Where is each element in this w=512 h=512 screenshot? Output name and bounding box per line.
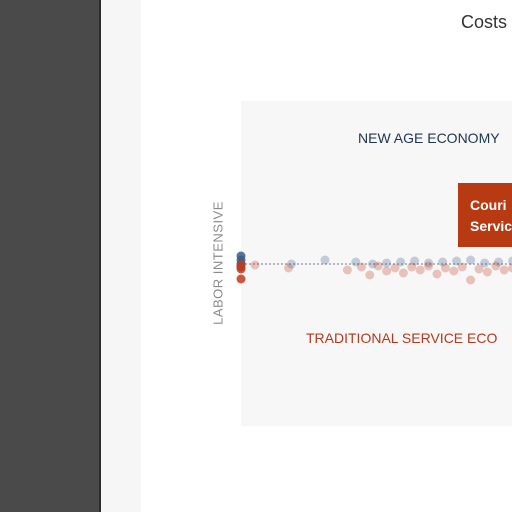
- data-point[interactable]: [368, 259, 378, 269]
- chart-title: Costs: [461, 12, 508, 32]
- data-point[interactable]: [466, 255, 476, 265]
- panel-divider: [99, 0, 101, 512]
- data-point[interactable]: [457, 262, 467, 272]
- data-point[interactable]: [390, 263, 400, 273]
- data-point[interactable]: [320, 255, 330, 265]
- data-point[interactable]: [382, 258, 392, 268]
- data-point[interactable]: [351, 257, 361, 267]
- left-dark-panel: [0, 0, 99, 512]
- region-label-traditional: TRADITIONAL SERVICE ECO: [306, 330, 498, 346]
- callout-line-1: Couri: [470, 197, 507, 213]
- data-point[interactable]: [438, 257, 448, 267]
- data-point[interactable]: [424, 258, 434, 268]
- data-point[interactable]: [508, 263, 512, 273]
- data-point[interactable]: [474, 264, 484, 274]
- data-point[interactable]: [480, 258, 490, 268]
- data-point[interactable]: [415, 265, 425, 275]
- data-point[interactable]: [494, 257, 504, 267]
- data-point[interactable]: [508, 256, 512, 266]
- data-point[interactable]: [432, 269, 442, 279]
- callout-label[interactable]: Couri Servic: [458, 183, 512, 247]
- data-point[interactable]: [236, 251, 246, 261]
- data-point[interactable]: [407, 262, 417, 272]
- data-point[interactable]: [356, 262, 366, 272]
- data-point[interactable]: [365, 270, 375, 280]
- gutter: [101, 0, 141, 512]
- data-point[interactable]: [449, 266, 459, 276]
- data-point[interactable]: [398, 268, 408, 278]
- data-point[interactable]: [482, 267, 492, 277]
- data-point[interactable]: [286, 259, 296, 269]
- data-point[interactable]: [236, 264, 246, 274]
- data-point[interactable]: [342, 265, 352, 275]
- data-point[interactable]: [440, 263, 450, 273]
- data-point[interactable]: [410, 256, 420, 266]
- data-point[interactable]: [373, 261, 383, 271]
- data-point[interactable]: [452, 256, 462, 266]
- data-point[interactable]: [382, 266, 392, 276]
- data-point[interactable]: [236, 274, 246, 284]
- data-point[interactable]: [250, 260, 260, 270]
- data-point[interactable]: [284, 263, 294, 273]
- data-point[interactable]: [396, 257, 406, 267]
- data-point[interactable]: [491, 261, 501, 271]
- data-point[interactable]: [424, 261, 434, 271]
- callout-line-2: Servic: [470, 218, 512, 234]
- region-label-new-age: NEW AGE ECONOMY: [358, 130, 500, 146]
- data-point[interactable]: [499, 265, 509, 275]
- data-point[interactable]: [466, 275, 476, 285]
